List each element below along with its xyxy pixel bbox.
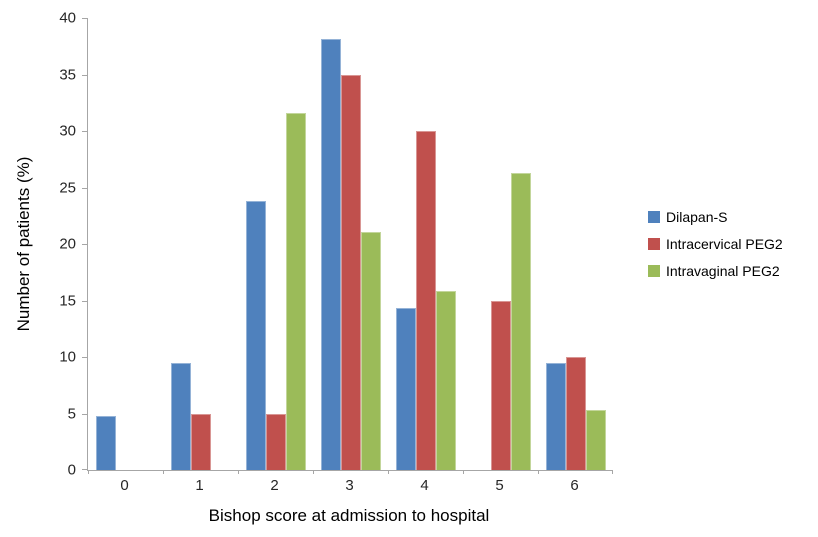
- bar-dilapan-s-bishop-6: [545, 362, 566, 470]
- bar-intravaginal-peg2-bishop-5: [510, 172, 531, 470]
- bar-dilapan-s-bishop-0: [95, 415, 116, 470]
- y-axis-tick-labels: 0 5 10 15 20 25 30 35 40: [0, 11, 76, 478]
- x-tick-label: 6: [570, 477, 579, 494]
- y-tick-label: 35: [59, 66, 76, 83]
- bar-dilapan-s-bishop-3: [320, 39, 341, 470]
- bar-intracervical-peg2-bishop-2: [265, 413, 286, 470]
- y-tick-label: 5: [67, 405, 76, 422]
- y-tick-label: 30: [59, 122, 76, 140]
- legend: Dilapan-S Intracervical PEG2 Intravaginal …: [648, 210, 783, 278]
- bar-dilapan-s-bishop-4: [395, 308, 416, 470]
- y-tick-label: 40: [59, 9, 76, 27]
- x-tick-label: 4: [420, 477, 429, 494]
- y-tick-mark: [82, 469, 87, 470]
- bar-intravaginal-peg2-bishop-2: [285, 112, 306, 470]
- y-tick-mark: [82, 357, 87, 358]
- bar-dilapan-s-bishop-2: [245, 201, 266, 470]
- x-tick-mark: [163, 470, 164, 474]
- y-tick-mark: [82, 413, 87, 415]
- x-axis-tick-labels: 0 1 2 3 4 5 6: [87, 478, 612, 498]
- legend-label: Dilapan-S: [666, 209, 728, 225]
- x-tick-label: 1: [195, 477, 204, 494]
- y-tick-mark: [82, 131, 87, 132]
- x-tick-label: 3: [345, 477, 354, 494]
- legend-swatch-icon: [648, 211, 660, 223]
- x-tick-label: 0: [120, 477, 129, 494]
- x-tick-mark: [238, 470, 239, 474]
- bar-intracervical-peg2-bishop-1: [190, 413, 211, 470]
- x-tick-mark: [88, 470, 89, 474]
- y-tick-mark: [82, 244, 87, 245]
- y-tick-label: 20: [59, 235, 76, 253]
- y-tick-label: 25: [59, 179, 76, 196]
- legend-item-dilapan-s: Dilapan-S: [648, 210, 783, 224]
- legend-swatch-icon: [648, 238, 660, 250]
- bar-intravaginal-peg2-bishop-4: [435, 291, 456, 470]
- bar-intravaginal-peg2-bishop-3: [360, 231, 381, 470]
- x-axis-title: Bishop score at admission to hospital: [208, 506, 490, 525]
- bar-intracervical-peg2-bishop-5: [490, 300, 511, 470]
- bar-intravaginal-peg2-bishop-6: [585, 410, 606, 470]
- y-tick-mark: [82, 74, 87, 76]
- legend-label: Intracervical PEG2: [666, 236, 783, 252]
- x-tick-mark: [538, 470, 539, 474]
- y-tick-mark: [82, 187, 87, 189]
- x-tick-mark: [463, 470, 464, 474]
- y-tick-label: 0: [67, 461, 76, 479]
- y-tick-mark: [82, 300, 87, 302]
- legend-item-intravaginal-peg2: Intravaginal PEG2: [648, 264, 783, 278]
- bar-intracervical-peg2-bishop-3: [340, 74, 361, 470]
- y-tick-label: 10: [59, 348, 76, 366]
- bar-intracervical-peg2-bishop-4: [415, 131, 436, 470]
- legend-swatch-icon: [648, 265, 660, 277]
- x-tick-mark: [388, 470, 389, 474]
- legend-label: Intravaginal PEG2: [666, 263, 780, 279]
- plot-area: [82, 18, 613, 474]
- bar-intracervical-peg2-bishop-6: [565, 357, 586, 470]
- legend-item-intracervical-peg2: Intracervical PEG2: [648, 237, 783, 251]
- y-tick-label: 15: [59, 292, 76, 309]
- y-tick-mark: [82, 18, 87, 19]
- x-tick-label: 2: [270, 477, 279, 494]
- x-tick-mark: [313, 470, 314, 474]
- x-tick-label: 5: [495, 477, 504, 494]
- bar-dilapan-s-bishop-1: [170, 362, 191, 470]
- x-tick-mark: [612, 470, 613, 474]
